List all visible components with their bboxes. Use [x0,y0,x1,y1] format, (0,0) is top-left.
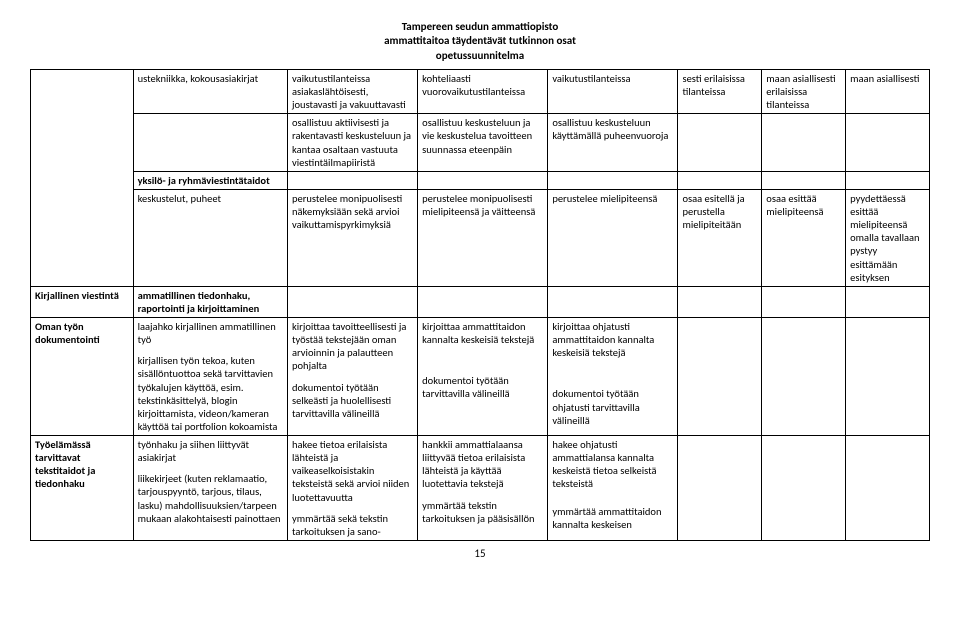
cell-para: työnhaku ja siihen liittyvät asiakirjat [138,438,283,464]
curriculum-table: ustekniikka, kokousasiakirjat vaikutusti… [30,69,930,541]
cell [678,171,762,189]
cell [678,436,762,541]
cell: yksilö- ja ryhmäviestintätaidot [133,171,287,189]
cell [678,286,762,317]
cell: maan asiallisesti erilaisissa tilanteiss… [762,69,846,113]
cell: maan asiallisesti [846,69,930,113]
cell: perustelee mielipiteensä [548,189,678,286]
cell: vaikutustilanteissa asiakaslähtöisesti, … [288,69,418,113]
cell: ammatillinen tiedonhaku, raportointi ja … [133,286,287,317]
cell-para: kirjoittaa tavoitteellisesti ja työstää … [292,320,413,373]
cell: kirjoittaa ammattitaidon kannalta keskei… [418,318,548,436]
cell-para: ymmärtää ammattitaidon kannalta keskeise… [552,505,673,531]
cell [548,286,678,317]
cell-para: ymmärtää sekä tekstin tarkoituksen ja sa… [292,512,413,538]
cell: Kirjallinen viestintä [31,286,134,317]
table-row: keskustelut, puheet perustelee monipuoli… [31,189,930,286]
table-row: Oman työn dokumentointi laajahko kirjall… [31,318,930,436]
cell [678,114,762,172]
cell: kohteliaasti vuorovaikutustilanteissa [418,69,548,113]
cell-para: dokumentoi työtään selkeästi ja huolelli… [292,381,413,420]
cell: työnhaku ja siihen liittyvät asiakirjat … [133,436,287,541]
cell: osallistuu keskusteluun käyttämällä puhe… [548,114,678,172]
cell-para: liikekirjeet (kuten reklamaatio, tarjous… [138,472,283,525]
page-number: 15 [30,547,930,560]
cell-para: dokumentoi työtään ohjatusti tarvittavil… [552,387,673,426]
header-line2: ammattitaitoa täydentävät tutkinnon osat [30,34,930,48]
cell: perustelee monipuolisesti näkemyksiään s… [288,189,418,286]
cell: perustelee monipuolisesti mielipiteensä … [418,189,548,286]
cell: laajahko kirjallinen ammatillinen työ ki… [133,318,287,436]
cell-para: dokumentoi työtään tarvittavilla välinei… [422,374,543,400]
cell: Oman työn dokumentointi [31,318,134,436]
cell: kirjoittaa ohjatusti ammattitaidon kanna… [548,318,678,436]
cell: kirjoittaa tavoitteellisesti ja työstää … [288,318,418,436]
cell: hakee ohjatusti ammattialansa kannalta k… [548,436,678,541]
cell: osallistuu keskusteluun ja vie keskustel… [418,114,548,172]
table-row: osallistuu aktiivisesti ja rakentavasti … [31,114,930,172]
cell: vaikutustilanteissa [548,69,678,113]
table-row: ustekniikka, kokousasiakirjat vaikutusti… [31,69,930,113]
cell [846,171,930,189]
cell: hankkii ammattialaansa liittyvää tietoa … [418,436,548,541]
header-line1: Tampereen seudun ammattiopisto [30,20,930,34]
cell [418,171,548,189]
cell [762,318,846,436]
cell: sesti erilaisissa tilanteissa [678,69,762,113]
cell: hakee tietoa erilaisista lähteistä ja va… [288,436,418,541]
cell [762,436,846,541]
cell-para: ymmärtää tekstin tarkoituksen ja pääsisä… [422,499,543,525]
cell: keskustelut, puheet [133,189,287,286]
cell: pyydettäessä esittää mielipiteensä omall… [846,189,930,286]
table-row: yksilö- ja ryhmäviestintätaidot [31,171,930,189]
cell-para: hakee tietoa erilaisista lähteistä ja va… [292,438,413,504]
cell [31,69,134,286]
cell-para: kirjoittaa ohjatusti ammattitaidon kanna… [552,320,673,359]
cell-para: hakee ohjatusti ammattialansa kannalta k… [552,438,673,491]
header-line3: opetussuunnitelma [30,49,930,63]
cell: Työelämässä tarvittavat tekstitaidot ja … [31,436,134,541]
cell: osallistuu aktiivisesti ja rakentavasti … [288,114,418,172]
cell [288,171,418,189]
cell: osaa esitellä ja perustella mielipiteitä… [678,189,762,286]
cell [133,114,287,172]
cell [288,286,418,317]
cell [418,286,548,317]
table-row: Työelämässä tarvittavat tekstitaidot ja … [31,436,930,541]
cell: ustekniikka, kokousasiakirjat [133,69,287,113]
cell [846,318,930,436]
cell [678,318,762,436]
cell-para: hankkii ammattialaansa liittyvää tietoa … [422,438,543,491]
cell: osaa esittää mielipiteensä [762,189,846,286]
cell [762,171,846,189]
cell-para: laajahko kirjallinen ammatillinen työ [138,320,283,346]
cell [846,436,930,541]
page-header: Tampereen seudun ammattiopisto ammattita… [30,20,930,63]
cell [548,171,678,189]
cell [846,286,930,317]
cell-para: kirjallisen työn tekoa, kuten sisällöntu… [138,354,283,433]
cell [846,114,930,172]
cell [762,286,846,317]
cell-para: kirjoittaa ammattitaidon kannalta keskei… [422,320,543,346]
table-row: Kirjallinen viestintä ammatillinen tiedo… [31,286,930,317]
cell [762,114,846,172]
